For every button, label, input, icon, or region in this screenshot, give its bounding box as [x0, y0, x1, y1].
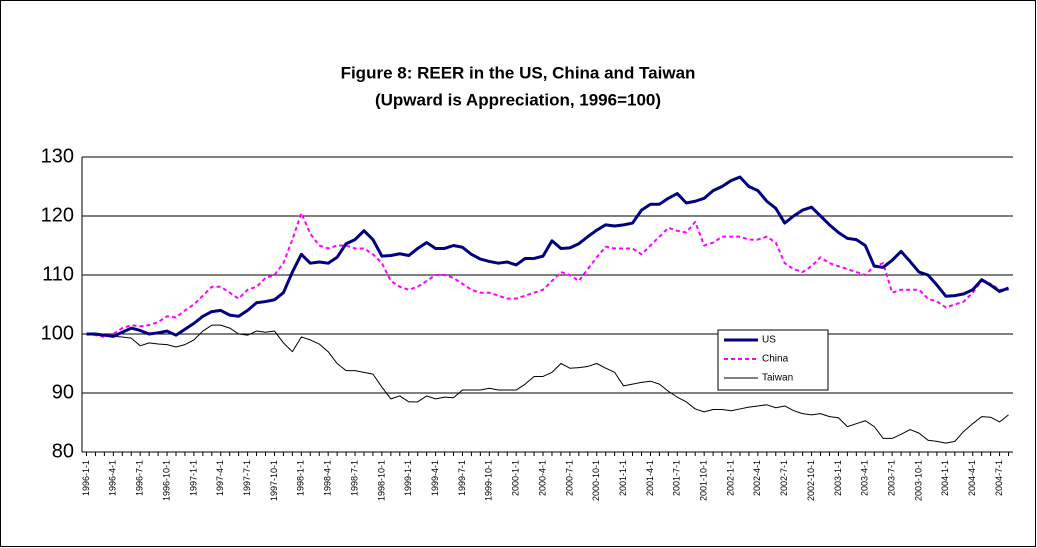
x-tick-label: 2003-10-1	[913, 460, 923, 501]
x-tick-label: 2004-7-1	[994, 460, 1004, 496]
y-tick-label: 130	[41, 145, 74, 167]
x-tick-label: 1998-7-1	[349, 460, 359, 496]
series-line	[86, 212, 1009, 338]
x-tick-label: 1997-10-1	[269, 460, 279, 501]
x-tick-label: 1998-1-1	[296, 460, 306, 496]
y-tick-label: 100	[41, 322, 74, 344]
y-tick-label: 110	[42, 263, 74, 285]
y-tick-label: 90	[52, 381, 74, 403]
x-tick-label: 1999-4-1	[430, 460, 440, 496]
x-tick-label: 2000-10-1	[591, 460, 601, 501]
x-tick-label: 2003-1-1	[833, 460, 843, 496]
legend-label: US	[762, 335, 776, 346]
x-tick-label: 2000-4-1	[537, 460, 547, 496]
x-tick-label: 2002-10-1	[806, 460, 816, 501]
x-tick-label: 1996-7-1	[135, 460, 145, 496]
x-tick-label: 2001-1-1	[618, 460, 628, 496]
x-tick-label: 2002-1-1	[725, 460, 735, 496]
x-tick-label: 1998-4-1	[323, 460, 333, 496]
x-tick-label: 2000-1-1	[511, 460, 521, 496]
x-tick-label: 1999-7-1	[457, 460, 467, 496]
y-tick-label: 80	[52, 440, 74, 462]
x-tick-label: 1996-10-1	[161, 460, 171, 501]
x-tick-label: 2001-10-1	[699, 460, 709, 501]
x-tick-label: 1998-10-1	[376, 460, 386, 501]
series-line	[86, 324, 1009, 444]
x-tick-label: 2001-4-1	[645, 460, 655, 496]
x-tick-label: 1999-1-1	[403, 460, 413, 496]
x-tick-label: 2002-7-1	[779, 460, 789, 496]
legend-label: China	[762, 354, 789, 365]
x-tick-label: 2004-4-1	[967, 460, 977, 496]
x-tick-label: 2000-7-1	[564, 460, 574, 496]
x-tick-label: 2003-4-1	[860, 460, 870, 496]
x-tick-label: 1996-1-1	[81, 460, 91, 496]
x-tick-label: 2003-7-1	[887, 460, 897, 496]
chart-title: Figure 8: REER in the US, China and Taiw…	[341, 63, 696, 82]
x-tick-label: 1997-1-1	[188, 460, 198, 496]
x-tick-label: 1997-7-1	[242, 460, 252, 496]
x-tick-label: 2001-7-1	[672, 460, 682, 496]
y-tick-label: 120	[41, 204, 74, 226]
x-tick-label: 1997-4-1	[215, 460, 225, 496]
x-tick-label: 2002-4-1	[752, 460, 762, 496]
x-tick-label: 1999-10-1	[484, 460, 494, 501]
chart-subtitle: (Upward is Appreciation, 1996=100)	[375, 90, 661, 109]
x-tick-label: 1996-4-1	[108, 460, 118, 496]
series-line	[86, 175, 1010, 338]
x-tick-label: 2004-1-1	[940, 460, 950, 496]
legend-label: Taiwan	[762, 373, 793, 384]
